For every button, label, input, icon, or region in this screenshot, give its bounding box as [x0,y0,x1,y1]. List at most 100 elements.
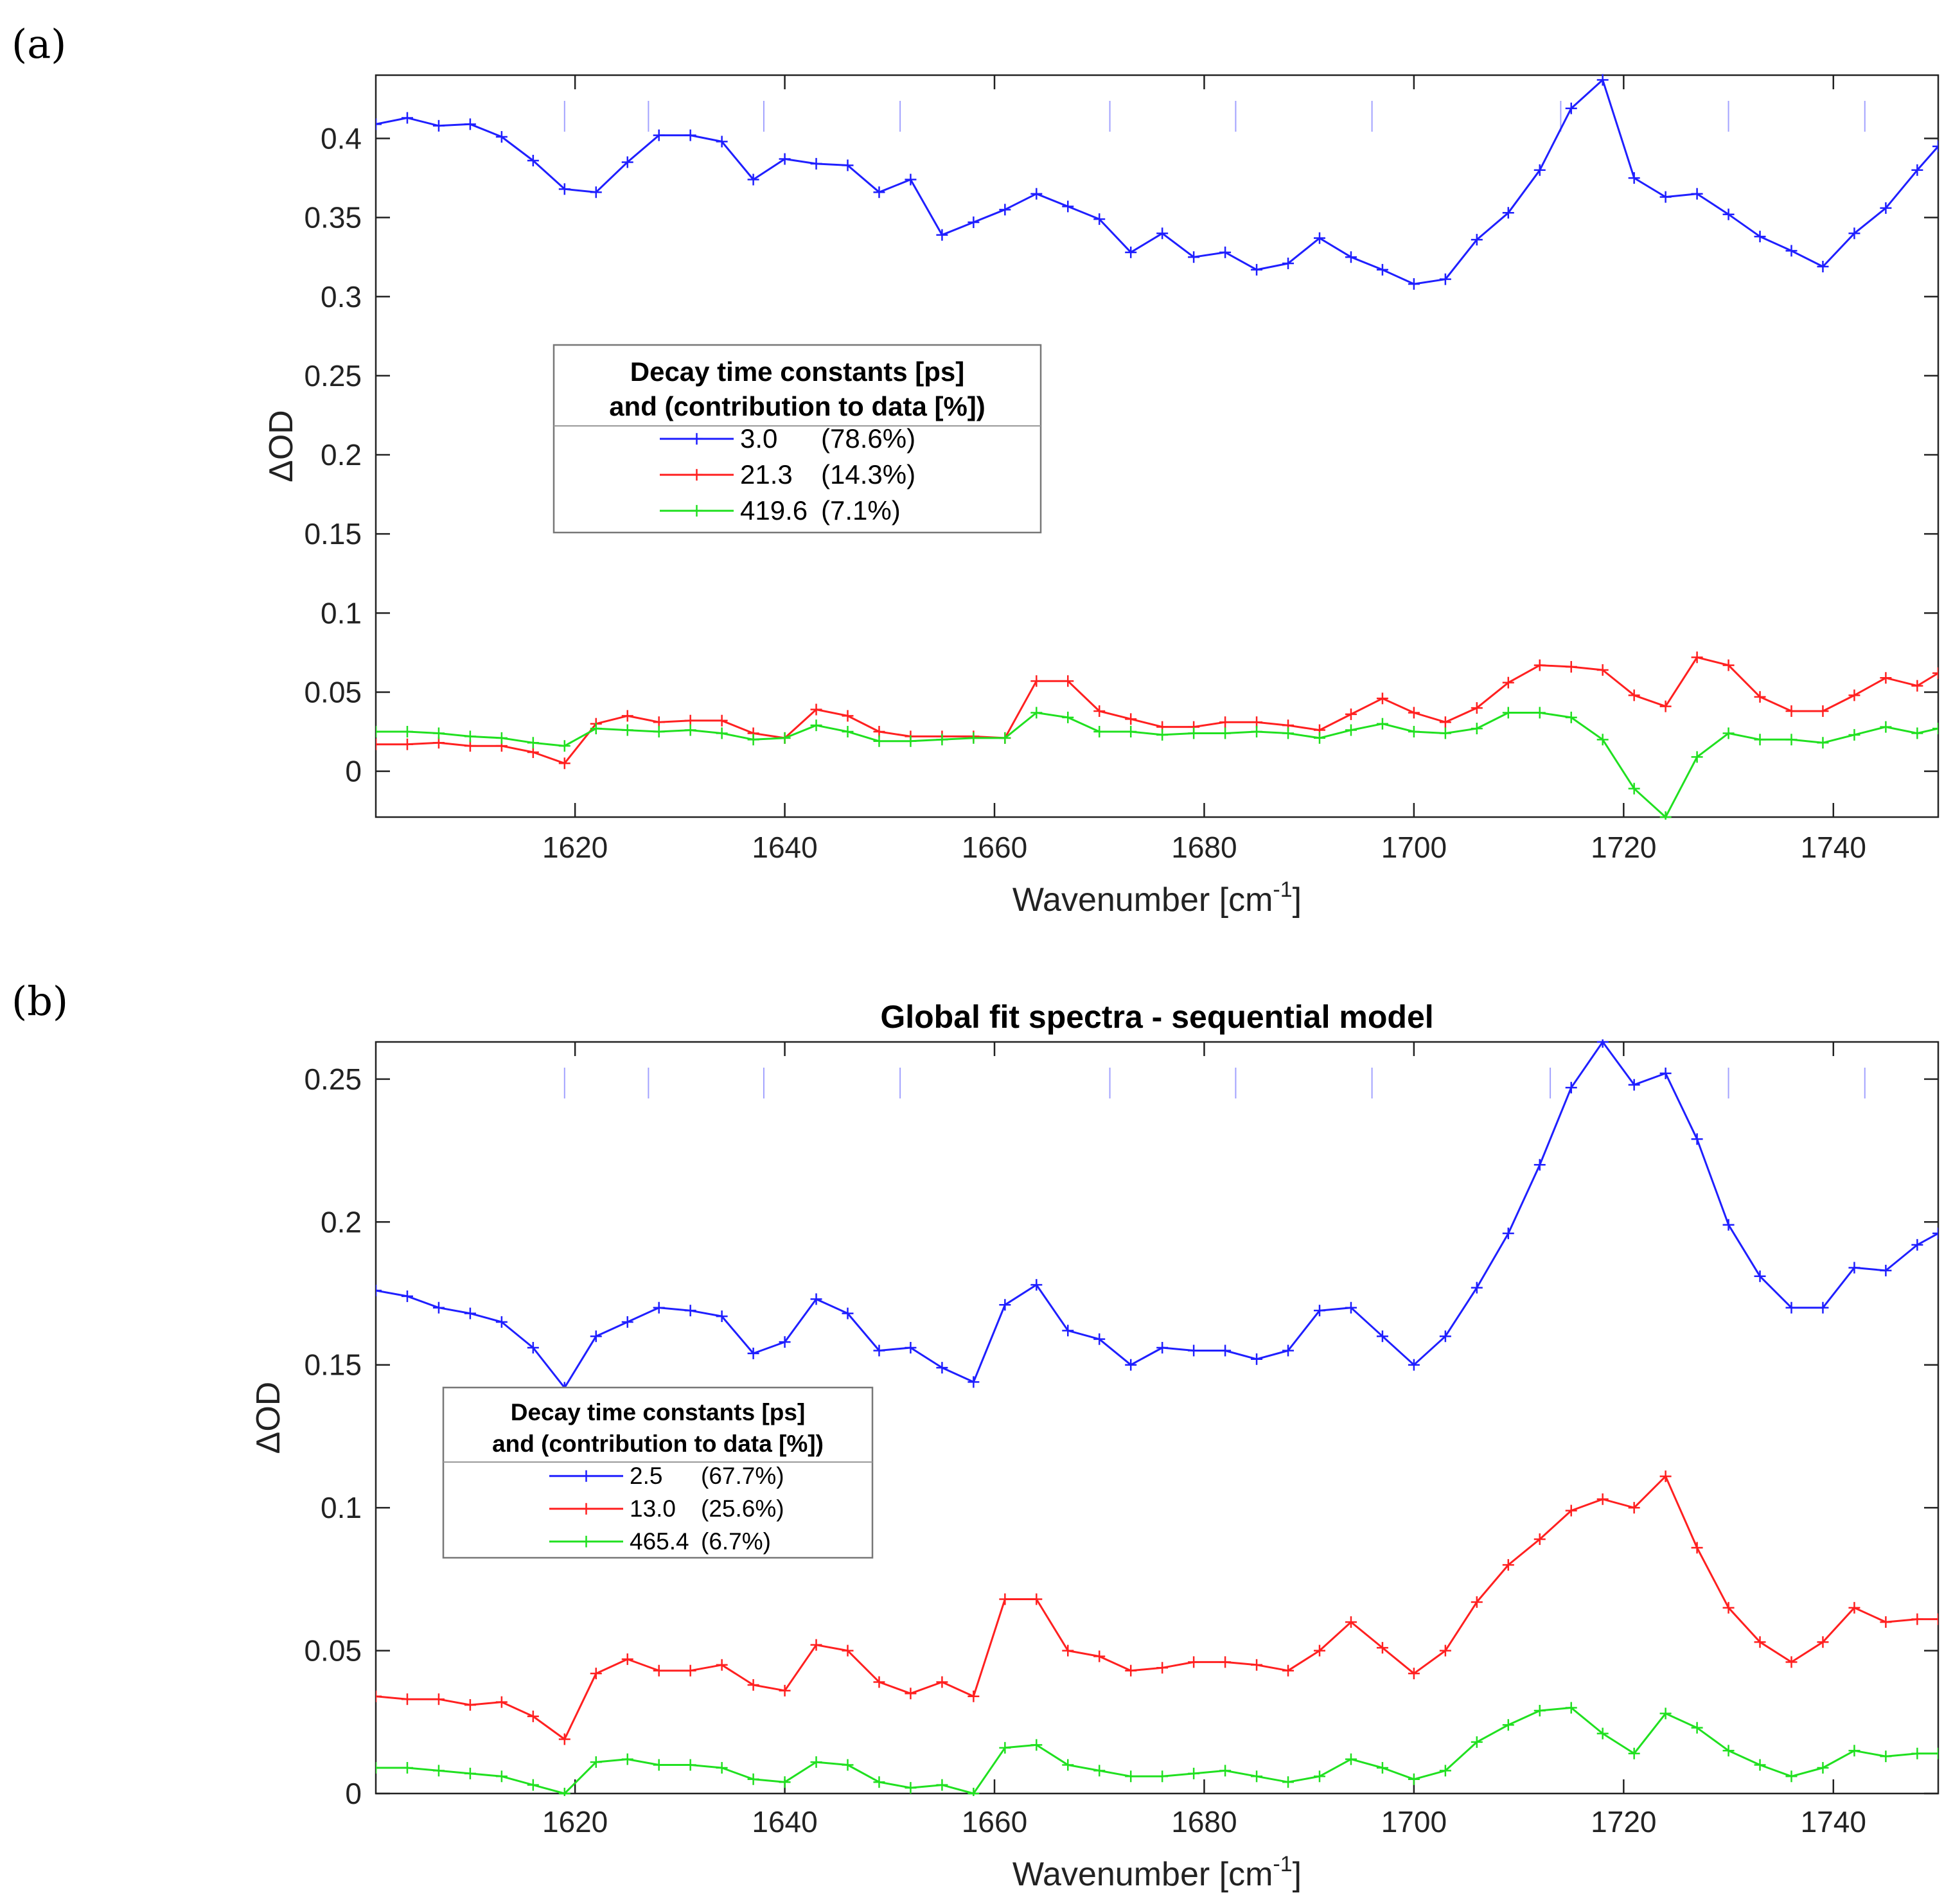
legend-tau: 21.3 [740,459,793,489]
x-tick-label: 1660 [962,1805,1027,1838]
data-point-13.0 [905,1688,917,1700]
data-point-21.3 [1722,659,1735,671]
y-axis-label: ΔOD [263,410,300,482]
data-point-419.6 [1722,727,1735,739]
data-point-2.5 [747,1347,759,1359]
data-point-3.0 [1596,74,1609,86]
data-point-3.0 [376,118,382,130]
series-line-2.5 [376,1041,1938,1389]
data-point-465.4 [1911,1747,1923,1759]
x-tick-label: 1680 [1171,831,1237,864]
data-point-21.3 [1880,672,1892,684]
data-point-2.5 [432,1301,445,1314]
data-point-3.0 [1565,102,1577,114]
data-point-3.0 [1125,246,1137,258]
data-point-21.3 [1125,713,1137,725]
data-point-419.6 [1628,782,1640,795]
data-point-3.0 [1156,227,1169,240]
data-point-3.0 [1533,164,1546,176]
data-point-2.5 [1817,1301,1829,1314]
data-point-13.0 [1439,1644,1451,1657]
data-point-3.0 [1408,278,1420,290]
data-point-419.6 [1030,707,1043,719]
data-point-465.4 [905,1782,917,1794]
data-point-21.3 [1785,705,1798,717]
data-point-465.4 [936,1779,948,1791]
data-point-3.0 [1030,188,1043,200]
data-point-419.6 [1376,718,1388,730]
data-point-3.0 [1376,263,1388,276]
data-point-3.0 [810,157,822,170]
y-tick-label: 0.2 [321,1205,362,1238]
data-point-419.6 [1533,707,1546,719]
y-tick-label: 0.4 [321,122,362,155]
data-point-3.0 [1219,246,1232,258]
data-point-3.0 [1722,208,1735,220]
data-point-465.4 [495,1770,508,1783]
data-point-465.4 [1722,1745,1735,1757]
data-point-21.3 [1502,676,1514,689]
data-point-465.4 [1408,1773,1420,1785]
legend: Decay time constants [ps] and (contributi… [552,344,1042,534]
data-point-419.6 [621,724,633,736]
data-point-13.0 [873,1676,885,1688]
data-point-419.6 [495,732,508,744]
data-point-2.5 [1754,1270,1766,1282]
data-point-3.0 [905,173,917,186]
y-tick-label: 0.25 [304,1062,362,1096]
data-point-465.4 [968,1788,980,1796]
data-point-465.4 [1596,1727,1609,1740]
data-point-465.4 [527,1779,539,1791]
data-point-3.0 [1093,213,1106,225]
data-point-419.6 [1691,751,1703,763]
data-point-3.0 [716,136,728,148]
data-point-2.5 [401,1290,413,1302]
data-point-13.0 [527,1710,539,1722]
data-point-3.0 [1880,202,1892,214]
data-point-465.4 [1030,1739,1043,1751]
data-point-13.0 [464,1699,476,1711]
data-point-13.0 [376,1690,382,1702]
data-point-2.5 [1533,1159,1546,1171]
data-point-419.6 [1219,727,1232,739]
data-point-21.3 [1932,667,1938,679]
legend: Decay time constants [ps] and (contributi… [442,1386,874,1559]
data-point-465.4 [810,1756,822,1768]
data-point-2.5 [842,1307,854,1319]
data-point-3.0 [432,119,445,132]
data-point-3.0 [590,186,602,198]
data-point-3.0 [968,216,980,229]
data-point-3.0 [1313,232,1325,244]
data-point-465.4 [376,1761,382,1774]
y-tick-label: 0.15 [304,1348,362,1382]
data-point-13.0 [432,1693,445,1706]
data-point-419.6 [558,740,570,752]
data-point-465.4 [1251,1770,1263,1783]
data-point-2.5 [653,1301,665,1314]
data-point-13.0 [842,1644,854,1657]
data-point-419.6 [905,735,917,747]
data-point-13.0 [1722,1601,1735,1614]
data-point-419.6 [999,732,1011,744]
data-point-419.6 [873,735,885,747]
data-point-419.6 [1313,732,1325,744]
data-point-3.0 [1628,172,1640,184]
data-point-2.5 [999,1299,1011,1311]
legend-contribution: (67.7%) [701,1463,784,1489]
data-point-419.6 [1439,727,1451,739]
data-point-465.4 [1880,1750,1892,1763]
data-point-13.0 [1376,1642,1388,1654]
data-point-3.0 [558,183,570,195]
data-point-13.0 [1345,1616,1357,1628]
data-point-465.4 [1345,1753,1357,1765]
data-point-419.6 [1188,727,1200,739]
legend-tau: 465.4 [630,1528,689,1555]
data-point-419.6 [1093,726,1106,738]
data-point-3.0 [653,129,665,141]
legend-contribution: (25.6%) [701,1495,784,1522]
x-tick-label: 1620 [542,831,608,864]
data-point-13.0 [1659,1470,1672,1483]
data-point-21.3 [1565,661,1577,673]
data-point-419.6 [1471,723,1483,735]
legend-contribution: (7.1%) [821,495,901,525]
